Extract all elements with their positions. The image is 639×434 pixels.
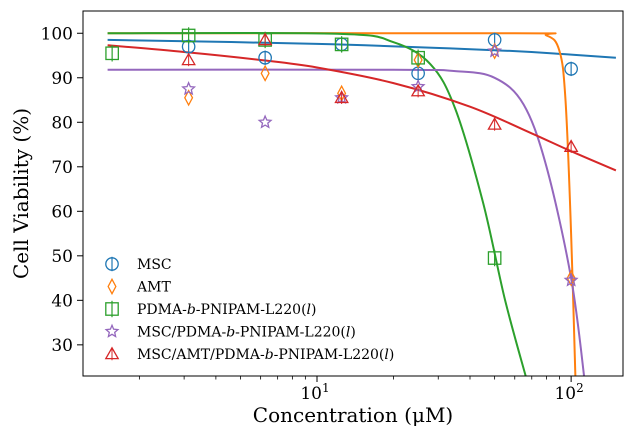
legend-item: AMT (107, 277, 171, 296)
data-point (181, 81, 197, 96)
legend: MSC AMT PDMA-b-PNIPAM-L220(l) MSC/PDMA-b-PN… (104, 256, 394, 363)
series-0-markers (181, 32, 578, 81)
axes-frame (82, 10, 624, 377)
fit-curves (107, 31, 617, 376)
legend-label: AMT (136, 280, 171, 296)
fit-curve-0 (107, 38, 616, 59)
fit-curve-4 (107, 44, 617, 172)
data-point (487, 43, 503, 58)
legend-label: MSC/PDMA-b-PNIPAM-L220(l) (137, 325, 356, 341)
y-tick-label: 30 (51, 336, 73, 356)
y-tick-label: 90 (51, 69, 73, 89)
legend-item: MSC (105, 256, 172, 273)
x-tick-label: 101 (300, 381, 329, 404)
data-point (260, 64, 270, 82)
data-point (563, 272, 579, 287)
series-3-markers (181, 43, 579, 287)
fit-curve-1 (107, 32, 577, 376)
x-axis-label: Concentration (μM) (253, 403, 453, 427)
series-4-markers (181, 32, 579, 153)
data-markers (105, 27, 579, 287)
x-tick-label: 102 (554, 381, 583, 404)
legend-marker (104, 323, 120, 338)
legend-label: MSC/AMT/PDMA-b-PNIPAM-L220(l) (137, 347, 394, 363)
legend-item: PDMA-b-PNIPAM-L220(l) (105, 300, 316, 318)
legend-label: MSC (137, 257, 172, 273)
data-point (413, 51, 423, 69)
y-axis-label: Cell Viability (%) (9, 108, 33, 279)
legend-item: MSC/PDMA-b-PNIPAM-L220(l) (104, 323, 356, 341)
legend-marker (107, 277, 117, 296)
data-point (566, 269, 576, 287)
y-tick-label: 50 (51, 247, 73, 267)
y-tick-label: 70 (51, 158, 73, 178)
fit-curve-3 (107, 68, 586, 376)
data-point (257, 114, 273, 129)
y-tick-label: 100 (41, 24, 73, 44)
axis-ticks: 30 40 50 60 70 80 90 100 101 102 (41, 24, 584, 404)
legend-label: PDMA-b-PNIPAM-L220(l) (137, 302, 316, 318)
y-tick-label: 60 (51, 202, 73, 222)
y-tick-label: 80 (51, 113, 73, 133)
fit-curve-2 (107, 31, 527, 376)
data-point (184, 89, 194, 107)
y-tick-label: 40 (51, 291, 73, 311)
series-2-markers (105, 27, 502, 267)
legend-item: MSC/AMT/PDMA-b-PNIPAM-L220(l) (104, 346, 394, 363)
